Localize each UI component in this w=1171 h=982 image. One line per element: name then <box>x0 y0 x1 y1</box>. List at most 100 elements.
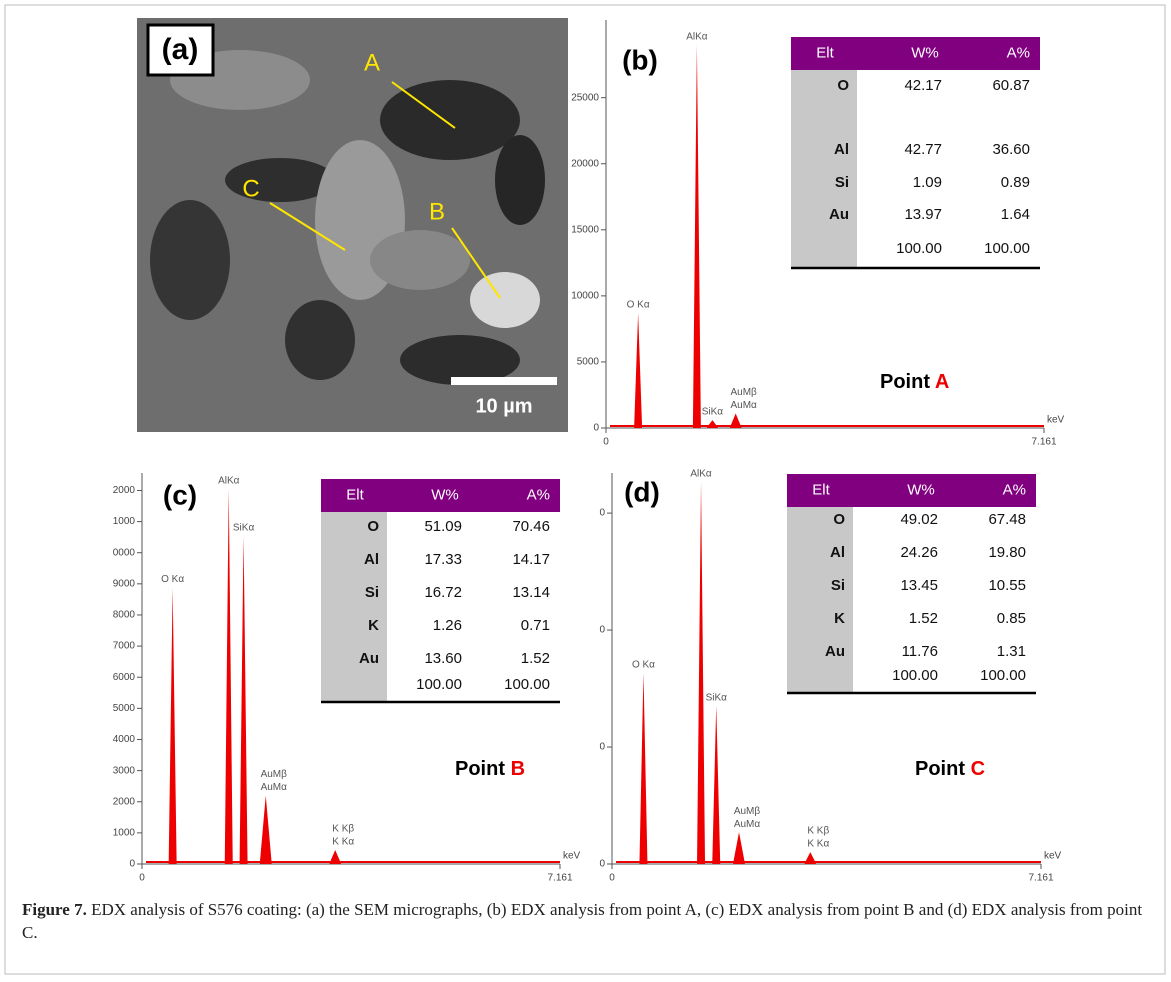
y-tick-label: 0 <box>593 423 599 434</box>
y-tick-label: 0 <box>599 508 605 519</box>
peak <box>804 852 817 864</box>
peak-label: O Kα <box>632 660 655 671</box>
peak-label: SiKα <box>706 692 728 703</box>
table-header <box>787 474 1036 507</box>
y-tick-label: 5000 <box>577 357 600 368</box>
peak-label: O Kα <box>161 574 184 585</box>
peak <box>239 535 248 864</box>
peak-label: AuMβ <box>731 387 758 398</box>
x-tick-label: 7.161 <box>1031 437 1056 448</box>
table-cell: Si <box>365 584 379 601</box>
table-cell: 1.26 <box>433 617 462 634</box>
peak <box>692 44 701 428</box>
y-tick-label: 5000 <box>113 703 136 714</box>
caption-text: EDX analysis of S576 coating: (a) the SE… <box>22 900 1143 942</box>
table-header <box>791 37 1040 70</box>
point-letter: A <box>935 371 949 393</box>
peak-label: O Kα <box>627 300 650 311</box>
point-word: Point <box>455 758 505 780</box>
y-tick-label: 1000 <box>113 828 136 839</box>
table-header-cell: A% <box>527 486 550 503</box>
table-cell: 51.09 <box>424 518 462 535</box>
table-cell: K <box>368 617 379 634</box>
y-tick-label: 4000 <box>113 734 136 745</box>
y-tick-label: 10000 <box>571 291 599 302</box>
table-total-cell: 100.00 <box>892 667 938 684</box>
table-header-cell: A% <box>1003 481 1026 498</box>
table-grey-column <box>791 70 857 268</box>
point-label: C <box>242 175 259 202</box>
table-cell: 16.72 <box>424 584 462 601</box>
peak-label: SiKα <box>702 407 724 418</box>
y-tick-label: 0 <box>599 742 605 753</box>
table-cell: 14.17 <box>512 551 550 568</box>
peak-label: AuMα <box>730 400 757 411</box>
peak <box>639 672 648 864</box>
peak <box>706 420 719 428</box>
table-cell: K <box>834 610 845 627</box>
table-cell: 17.33 <box>424 551 462 568</box>
y-tick-label: 8000 <box>113 610 136 621</box>
table-header <box>321 479 560 512</box>
table-cell: 1.09 <box>913 174 942 191</box>
x-tick-label: 0 <box>603 437 609 448</box>
x-unit: keV <box>1044 851 1062 862</box>
table-header-cell: Elt <box>346 486 364 503</box>
y-tick-label: 0000 <box>113 547 136 558</box>
table-cell: 13.45 <box>900 577 938 594</box>
table-cell: Si <box>831 577 845 594</box>
y-tick-label: 0 <box>129 859 135 870</box>
table-cell: 60.87 <box>992 77 1030 94</box>
table-grey-column <box>787 507 853 693</box>
panel-label: (d) <box>624 476 660 507</box>
caption: Figure 7. EDX analysis of S576 coating: … <box>22 898 1147 944</box>
table-cell: 1.52 <box>909 610 938 627</box>
point-word: Point <box>915 758 965 780</box>
peak <box>697 481 706 864</box>
point-letter: C <box>971 758 985 780</box>
table-header-cell: Elt <box>812 481 830 498</box>
table-header-cell: A% <box>1007 44 1030 61</box>
y-tick-label: 7000 <box>113 641 136 652</box>
y-tick-label: 3000 <box>113 765 136 776</box>
point-word: Point <box>880 371 930 393</box>
peak <box>712 705 721 864</box>
peak-label: SiKα <box>233 523 255 534</box>
peak <box>259 795 272 864</box>
table-cell: 13.97 <box>904 206 942 223</box>
table-cell: 1.31 <box>997 643 1026 660</box>
scale-bar-label: 10 µm <box>475 395 532 417</box>
table-cell: Au <box>359 650 379 667</box>
table-header-cell: Elt <box>816 44 834 61</box>
peak-label: AuMα <box>261 782 288 793</box>
x-unit: keV <box>1047 415 1065 426</box>
table-cell: 19.80 <box>988 544 1026 561</box>
peak <box>634 313 643 428</box>
y-tick-label: 15000 <box>571 224 599 235</box>
y-tick-label: 9000 <box>113 578 136 589</box>
peak-label: K Kα <box>807 839 829 850</box>
panel-label: (c) <box>163 479 197 510</box>
y-tick-label: 25000 <box>571 92 599 103</box>
y-tick-label: 1000 <box>113 516 136 527</box>
table-total-cell: 100.00 <box>984 240 1030 257</box>
y-tick-label: 0 <box>599 625 605 636</box>
point-label: A <box>364 49 380 76</box>
x-tick-label: 7.161 <box>1028 873 1053 884</box>
table-header-cell: W% <box>907 481 935 498</box>
table-total-cell: 100.00 <box>416 676 462 693</box>
peak <box>733 832 746 864</box>
table-header-cell: W% <box>911 44 939 61</box>
peak-label: K Kβ <box>332 824 354 835</box>
x-tick-label: 7.161 <box>547 873 572 884</box>
peak <box>168 587 177 864</box>
table-cell: Au <box>825 643 845 660</box>
peak-label: AuMα <box>734 819 761 830</box>
table-cell: 10.55 <box>988 577 1026 594</box>
peak <box>224 488 233 864</box>
table-header-cell: W% <box>431 486 459 503</box>
table-cell: 13.60 <box>424 650 462 667</box>
x-tick-label: 0 <box>609 873 615 884</box>
panel-label: (a) <box>162 33 199 66</box>
peak <box>329 849 342 864</box>
